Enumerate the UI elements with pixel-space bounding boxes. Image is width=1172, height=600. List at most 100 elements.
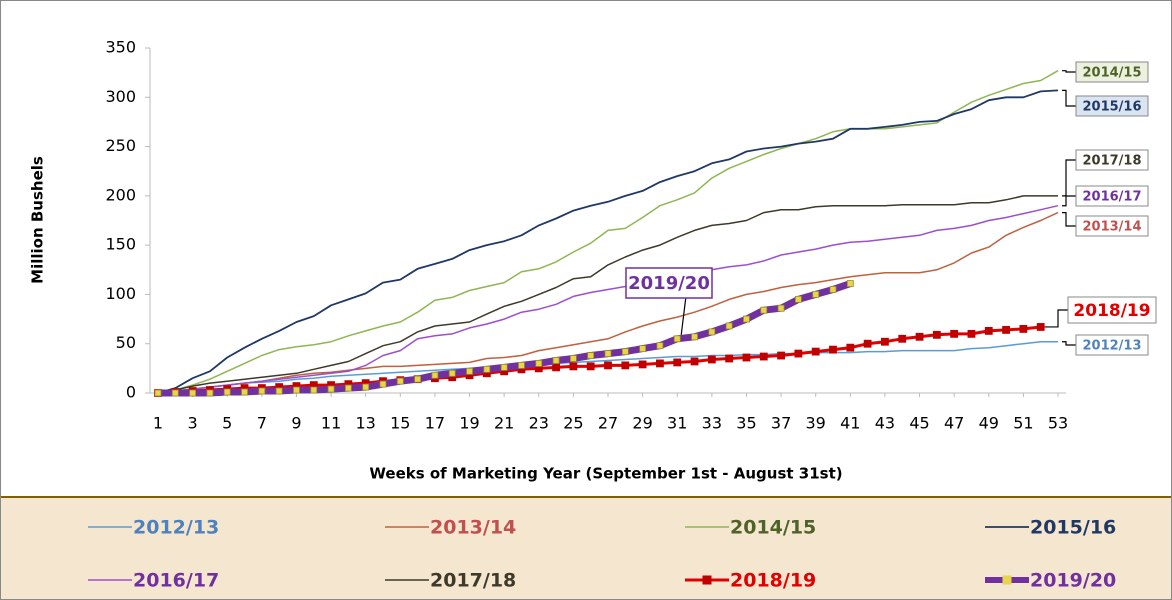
legend-label: 2017/18 — [430, 570, 516, 592]
x-tick-label: 25 — [563, 414, 583, 433]
series-marker — [846, 280, 854, 287]
label-box — [1075, 185, 1149, 207]
end-label: 2017/18 — [1082, 154, 1141, 169]
series-marker — [171, 389, 179, 397]
series-marker — [829, 286, 837, 293]
series-marker — [708, 328, 716, 336]
x-tick-label: 15 — [390, 414, 410, 433]
x-tick-label: 21 — [494, 414, 514, 433]
label-leader — [1044, 309, 1068, 328]
legend-label: 2014/15 — [730, 517, 816, 539]
legend-label: 2019/20 — [1030, 570, 1116, 592]
legend-marker — [1002, 575, 1012, 585]
series-marker — [189, 389, 197, 397]
end-label: 2014/15 — [1082, 66, 1141, 81]
x-tick-label: 37 — [771, 414, 791, 433]
y-tick-label: 200 — [105, 185, 136, 204]
series-marker — [310, 386, 318, 394]
x-tick-label: 9 — [291, 414, 301, 433]
series-marker — [293, 386, 300, 394]
series-marker — [586, 362, 595, 371]
series-marker — [690, 357, 699, 366]
label-leader — [1062, 89, 1076, 107]
series-marker — [725, 354, 734, 363]
x-tick-label: 29 — [632, 414, 652, 433]
legend-label: 2012/13 — [133, 517, 219, 539]
x-tick-label: 51 — [1013, 414, 1033, 433]
series-marker — [777, 304, 785, 312]
series-marker — [932, 330, 941, 339]
series-marker — [898, 334, 907, 343]
series-line — [157, 204, 1059, 394]
series-line — [157, 70, 1059, 394]
y-tick-label: 100 — [105, 284, 136, 303]
label-box — [1075, 61, 1149, 83]
series-marker — [500, 363, 508, 371]
series-marker — [241, 388, 248, 396]
series-marker — [656, 359, 664, 368]
series-marker — [621, 348, 629, 356]
series-marker — [552, 363, 560, 372]
x-tick-label: 7 — [257, 414, 267, 433]
series-marker — [950, 329, 959, 338]
series-marker — [569, 355, 577, 362]
series-marker — [673, 358, 682, 367]
series-marker — [725, 322, 733, 330]
series-marker — [915, 332, 924, 341]
series-line — [157, 89, 1059, 394]
label-box — [1075, 334, 1149, 356]
series-marker — [466, 367, 473, 375]
label-leader — [1062, 70, 1076, 73]
series-marker — [223, 388, 231, 396]
series-marker — [760, 306, 768, 314]
x-tick-label: 23 — [529, 414, 549, 433]
end-label: 2016/17 — [1082, 190, 1141, 205]
series-marker — [518, 361, 525, 369]
x-tick-label: 49 — [979, 414, 999, 433]
legend-label: 2015/16 — [1030, 517, 1116, 539]
series-marker — [863, 339, 872, 348]
x-tick-label: 11 — [321, 414, 341, 433]
x-tick-label: 45 — [909, 414, 929, 433]
series-marker — [742, 353, 751, 362]
series-marker — [206, 389, 214, 397]
series-marker — [552, 357, 560, 364]
series-marker — [1002, 326, 1010, 334]
x-tick-label: 17 — [425, 414, 445, 433]
series-marker — [275, 387, 283, 395]
legend-label: 2018/19 — [730, 570, 816, 592]
legend-label: 2013/14 — [430, 517, 516, 539]
series-marker — [639, 345, 647, 353]
series-marker — [881, 337, 889, 346]
x-tick-label: 5 — [222, 414, 232, 433]
series-marker — [846, 343, 855, 352]
series-marker — [604, 350, 612, 357]
series-line — [157, 325, 1041, 395]
series-marker — [379, 380, 387, 388]
y-tick-label: 150 — [105, 235, 136, 254]
series-marker — [569, 362, 578, 371]
end-label: 2015/16 — [1082, 100, 1141, 115]
legend-marker — [702, 575, 712, 585]
x-tick-label: 47 — [944, 414, 964, 433]
series-marker — [1019, 325, 1028, 333]
series-line — [157, 195, 1058, 394]
x-tick-label: 35 — [736, 414, 756, 433]
series-marker — [811, 347, 820, 356]
callout-leader — [680, 295, 687, 335]
series-marker — [691, 333, 698, 341]
x-tick-label: 27 — [598, 414, 618, 433]
y-axis-title: Million Bushels — [29, 156, 47, 284]
series-marker — [327, 385, 335, 393]
y-tick-label: 350 — [105, 38, 136, 57]
label-box — [1067, 296, 1157, 324]
y-tick-label: 50 — [116, 333, 136, 352]
series-marker — [829, 345, 837, 354]
series-marker — [707, 355, 716, 364]
series-marker — [656, 342, 664, 350]
label-leader — [1062, 341, 1076, 346]
series-marker — [812, 291, 820, 298]
series-marker — [258, 387, 266, 395]
end-label: 2013/14 — [1082, 220, 1141, 235]
